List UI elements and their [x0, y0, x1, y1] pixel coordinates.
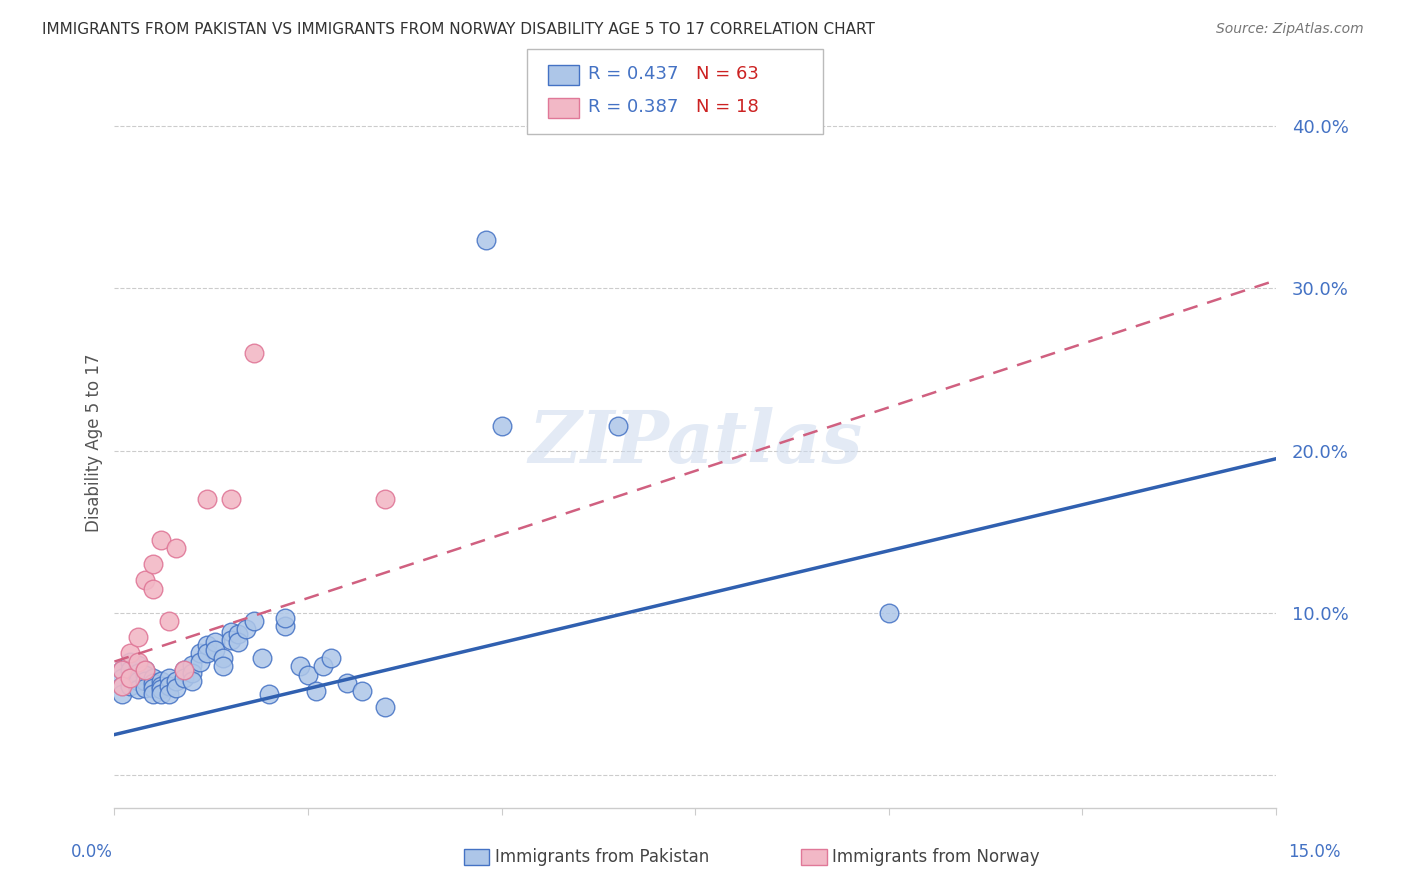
Point: [157, 614, 180, 628]
Point: [165, 681, 187, 695]
Point: [149, 674, 172, 689]
Point: [219, 625, 242, 640]
Point: [195, 647, 218, 661]
Point: [173, 663, 195, 677]
Point: [118, 671, 141, 685]
Point: [127, 630, 149, 644]
Point: [204, 643, 226, 657]
Point: [204, 635, 226, 649]
Point: [134, 681, 156, 695]
Point: [111, 687, 134, 701]
Point: [111, 671, 134, 685]
Point: [157, 671, 180, 685]
Point: [118, 663, 141, 677]
Point: [180, 665, 202, 680]
Point: [312, 659, 335, 673]
Point: [111, 679, 134, 693]
Point: [219, 633, 242, 648]
Point: [142, 675, 165, 690]
Point: [157, 687, 180, 701]
Text: Source: ZipAtlas.com: Source: ZipAtlas.com: [1216, 22, 1364, 37]
Point: [259, 687, 281, 701]
Point: [157, 679, 180, 693]
Text: R = 0.387: R = 0.387: [588, 98, 678, 116]
Point: [321, 651, 343, 665]
Text: 0.0%: 0.0%: [70, 843, 112, 861]
Point: [226, 627, 249, 641]
Point: [149, 679, 172, 693]
Point: [127, 657, 149, 672]
Point: [149, 533, 172, 547]
Point: [219, 492, 242, 507]
Point: [606, 419, 628, 434]
Point: [111, 663, 134, 677]
Point: [111, 679, 134, 693]
Point: [274, 611, 297, 625]
Point: [188, 655, 211, 669]
Text: N = 63: N = 63: [696, 65, 759, 83]
Point: [134, 663, 156, 677]
Point: [352, 683, 374, 698]
Point: [173, 671, 195, 685]
Point: [165, 541, 187, 555]
Point: [127, 665, 149, 680]
Point: [243, 346, 266, 360]
Point: [243, 614, 266, 628]
Point: [118, 671, 141, 685]
Text: 15.0%: 15.0%: [1288, 843, 1341, 861]
Point: [118, 647, 141, 661]
Point: [134, 574, 156, 588]
Y-axis label: Disability Age 5 to 17: Disability Age 5 to 17: [86, 353, 103, 532]
Text: ZIPatlas: ZIPatlas: [529, 407, 862, 478]
Point: [118, 655, 141, 669]
Point: [149, 682, 172, 697]
Point: [180, 674, 202, 689]
Point: [235, 622, 257, 636]
Point: [127, 674, 149, 689]
Point: [374, 700, 396, 714]
Point: [305, 683, 328, 698]
Point: [111, 663, 134, 677]
Point: [250, 651, 273, 665]
Point: [211, 651, 233, 665]
Point: [142, 687, 165, 701]
Point: [877, 606, 900, 620]
Point: [211, 659, 233, 673]
Point: [134, 663, 156, 677]
Point: [226, 635, 249, 649]
Point: [274, 619, 297, 633]
Point: [142, 681, 165, 695]
Point: [142, 671, 165, 685]
Point: [149, 687, 172, 701]
Point: [142, 582, 165, 596]
Point: [336, 675, 359, 690]
Text: Immigrants from Pakistan: Immigrants from Pakistan: [495, 848, 709, 866]
Text: R = 0.437: R = 0.437: [588, 65, 678, 83]
Point: [134, 667, 156, 681]
Point: [290, 659, 312, 673]
Point: [127, 682, 149, 697]
Text: N = 18: N = 18: [696, 98, 759, 116]
Point: [374, 492, 396, 507]
Text: IMMIGRANTS FROM PAKISTAN VS IMMIGRANTS FROM NORWAY DISABILITY AGE 5 TO 17 CORREL: IMMIGRANTS FROM PAKISTAN VS IMMIGRANTS F…: [42, 22, 875, 37]
Point: [173, 663, 195, 677]
Point: [195, 638, 218, 652]
Point: [127, 655, 149, 669]
Point: [134, 674, 156, 689]
Text: Immigrants from Norway: Immigrants from Norway: [832, 848, 1040, 866]
Point: [195, 492, 218, 507]
Point: [188, 647, 211, 661]
Point: [142, 558, 165, 572]
Point: [475, 233, 498, 247]
Point: [297, 667, 319, 681]
Point: [165, 674, 187, 689]
Point: [180, 657, 202, 672]
Point: [118, 679, 141, 693]
Point: [491, 419, 513, 434]
